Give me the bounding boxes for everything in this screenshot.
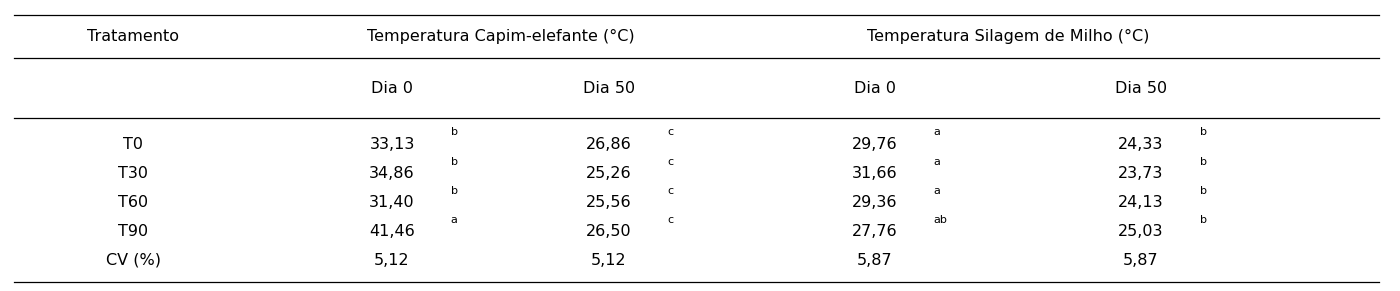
Text: Dia 0: Dia 0 (854, 81, 896, 96)
Text: c: c (668, 127, 673, 137)
Text: a: a (934, 127, 941, 137)
Text: 25,56: 25,56 (587, 195, 631, 210)
Text: 5,87: 5,87 (857, 253, 893, 268)
Text: 5,12: 5,12 (374, 253, 410, 268)
Text: Dia 50: Dia 50 (582, 81, 636, 96)
Text: Dia 0: Dia 0 (371, 81, 413, 96)
Text: 34,86: 34,86 (370, 166, 414, 181)
Text: 25,03: 25,03 (1119, 224, 1163, 239)
Text: Temperatura Silagem de Milho (°C): Temperatura Silagem de Milho (°C) (867, 29, 1149, 44)
Text: 29,36: 29,36 (853, 195, 897, 210)
Text: b: b (1200, 157, 1207, 166)
Text: b: b (1200, 186, 1207, 196)
Text: 24,13: 24,13 (1119, 195, 1163, 210)
Text: a: a (934, 157, 941, 166)
Text: CV (%): CV (%) (105, 253, 161, 268)
Text: Dia 50: Dia 50 (1114, 81, 1168, 96)
Text: c: c (668, 157, 673, 166)
Text: 33,13: 33,13 (370, 136, 414, 152)
Text: 23,73: 23,73 (1119, 166, 1163, 181)
Text: 41,46: 41,46 (370, 224, 414, 239)
Text: b: b (451, 157, 458, 166)
Text: b: b (451, 186, 458, 196)
Text: 31,66: 31,66 (853, 166, 897, 181)
Text: a: a (934, 186, 941, 196)
Text: 29,76: 29,76 (853, 136, 897, 152)
Text: 25,26: 25,26 (587, 166, 631, 181)
Text: ab: ab (934, 215, 948, 225)
Text: b: b (451, 127, 458, 137)
Text: T30: T30 (118, 166, 148, 181)
Text: 27,76: 27,76 (853, 224, 897, 239)
Text: 5,12: 5,12 (591, 253, 627, 268)
Text: c: c (668, 215, 673, 225)
Text: T0: T0 (123, 136, 143, 152)
Text: T90: T90 (118, 224, 148, 239)
Text: 26,86: 26,86 (587, 136, 631, 152)
Text: 26,50: 26,50 (587, 224, 631, 239)
Text: Tratamento: Tratamento (87, 29, 179, 44)
Text: b: b (1200, 127, 1207, 137)
Text: Temperatura Capim-elefante (°C): Temperatura Capim-elefante (°C) (367, 29, 636, 44)
Text: b: b (1200, 215, 1207, 225)
Text: 5,87: 5,87 (1123, 253, 1159, 268)
Text: a: a (451, 215, 458, 225)
Text: T60: T60 (118, 195, 148, 210)
Text: 24,33: 24,33 (1119, 136, 1163, 152)
Text: c: c (668, 186, 673, 196)
Text: 31,40: 31,40 (370, 195, 414, 210)
